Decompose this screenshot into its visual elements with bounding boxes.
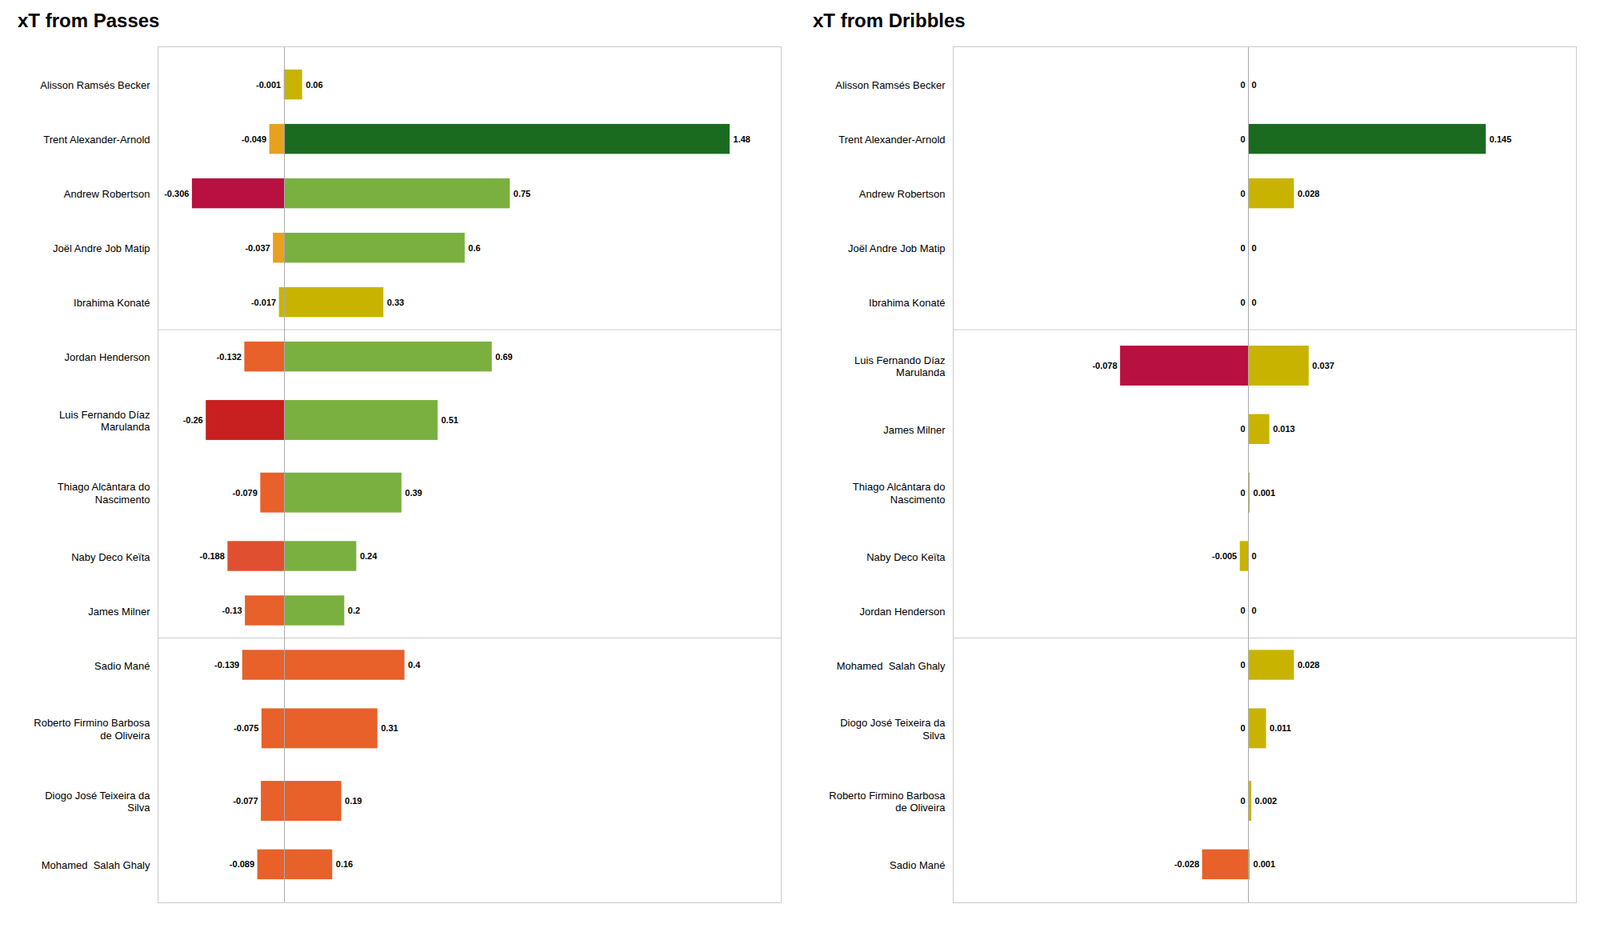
svg-text:0.33: 0.33 bbox=[387, 297, 404, 308]
svg-text:Alisson Ramsés Becker: Alisson Ramsés Becker bbox=[835, 79, 946, 92]
svg-text:-0.079: -0.079 bbox=[232, 488, 258, 498]
svg-text:-0.26: -0.26 bbox=[183, 415, 204, 425]
svg-text:-0.049: -0.049 bbox=[241, 134, 267, 144]
svg-text:Thiago Alcântara doNascimento: Thiago Alcântara doNascimento bbox=[852, 480, 946, 506]
svg-text:0: 0 bbox=[1240, 605, 1245, 616]
svg-text:Andrew Robertson: Andrew Robertson bbox=[64, 188, 151, 200]
svg-text:0.145: 0.145 bbox=[1489, 134, 1512, 144]
svg-text:0.037: 0.037 bbox=[1312, 360, 1335, 371]
svg-text:Mohamed Salah Ghaly: Mohamed Salah Ghaly bbox=[836, 660, 946, 672]
svg-text:-0.075: -0.075 bbox=[233, 723, 259, 733]
svg-text:0.39: 0.39 bbox=[404, 488, 422, 498]
svg-text:Andrew Robertson: Andrew Robertson bbox=[859, 188, 946, 200]
svg-text:James Milner: James Milner bbox=[883, 424, 946, 436]
svg-text:Ibrahima Konaté: Ibrahima Konaté bbox=[73, 296, 150, 309]
svg-text:Diogo José Teixeira daSilva: Diogo José Teixeira daSilva bbox=[840, 716, 946, 742]
svg-text:0.69: 0.69 bbox=[495, 352, 512, 362]
svg-text:0.24: 0.24 bbox=[360, 551, 378, 561]
svg-text:Luis Fernando DíazMarulanda: Luis Fernando DíazMarulanda bbox=[59, 408, 151, 434]
html-text:xT from Passes: xT from Passes bbox=[17, 9, 160, 32]
svg-text:0.75: 0.75 bbox=[513, 188, 531, 199]
svg-text:Naby Deco Keïta: Naby Deco Keïta bbox=[71, 551, 151, 564]
svg-text:-0.306: -0.306 bbox=[164, 188, 189, 199]
svg-text:0: 0 bbox=[1252, 297, 1257, 308]
svg-text:0: 0 bbox=[1240, 488, 1245, 498]
svg-text:Trent Alexander-Arnold: Trent Alexander-Arnold bbox=[838, 133, 945, 146]
svg-text:-0.13: -0.13 bbox=[222, 605, 243, 616]
svg-text:0.001: 0.001 bbox=[1253, 859, 1276, 869]
svg-text:0: 0 bbox=[1240, 297, 1245, 308]
svg-text:0: 0 bbox=[1240, 188, 1245, 199]
svg-text:0: 0 bbox=[1240, 660, 1245, 670]
svg-text:Thiago Alcântara doNascimento: Thiago Alcântara doNascimento bbox=[57, 480, 151, 506]
svg-text:Roberto Firmino Barbosade Oliv: Roberto Firmino Barbosade Oliveira bbox=[828, 789, 946, 815]
svg-text:0.51: 0.51 bbox=[440, 415, 458, 425]
svg-text:0.028: 0.028 bbox=[1297, 188, 1320, 199]
svg-text:Mohamed Salah Ghaly: Mohamed Salah Ghaly bbox=[41, 859, 151, 872]
svg-text:0: 0 bbox=[1240, 243, 1245, 253]
svg-text:0.4: 0.4 bbox=[408, 660, 421, 670]
svg-text:0.2: 0.2 bbox=[348, 605, 360, 616]
svg-text:0.06: 0.06 bbox=[305, 80, 323, 90]
svg-text:0.011: 0.011 bbox=[1269, 723, 1292, 733]
svg-text:0.16: 0.16 bbox=[336, 859, 353, 869]
svg-text:Roberto Firmino Barbosade Oliv: Roberto Firmino Barbosade Oliveira bbox=[33, 716, 151, 742]
svg-text:-0.077: -0.077 bbox=[232, 796, 258, 806]
svg-text:0: 0 bbox=[1252, 551, 1257, 561]
svg-text:Sadio Mané: Sadio Mané bbox=[94, 660, 150, 672]
svg-text:0.028: 0.028 bbox=[1297, 660, 1320, 670]
svg-text:0: 0 bbox=[1252, 605, 1257, 616]
svg-text:0: 0 bbox=[1240, 796, 1245, 806]
svg-text:Sadio Mané: Sadio Mané bbox=[889, 859, 945, 872]
svg-text:-0.017: -0.017 bbox=[251, 297, 276, 308]
svg-text:Luis Fernando DíazMarulanda: Luis Fernando DíazMarulanda bbox=[854, 354, 946, 380]
svg-text:0.002: 0.002 bbox=[1255, 796, 1278, 806]
svg-text:Diogo José Teixeira daSilva: Diogo José Teixeira daSilva bbox=[44, 789, 151, 815]
svg-text:-0.005: -0.005 bbox=[1212, 551, 1237, 561]
svg-text:Ibrahima Konaté: Ibrahima Konaté bbox=[868, 296, 945, 309]
svg-text:-0.037: -0.037 bbox=[244, 243, 270, 253]
svg-text:1.48: 1.48 bbox=[733, 134, 751, 144]
svg-text:0: 0 bbox=[1252, 80, 1257, 90]
svg-text:-0.028: -0.028 bbox=[1174, 859, 1200, 869]
svg-text:-0.078: -0.078 bbox=[1092, 360, 1117, 371]
svg-text:0.001: 0.001 bbox=[1253, 488, 1276, 498]
svg-text:0: 0 bbox=[1240, 723, 1245, 733]
svg-text:-0.089: -0.089 bbox=[229, 859, 255, 869]
svg-text:-0.001: -0.001 bbox=[256, 80, 281, 90]
svg-text:Jordan Henderson: Jordan Henderson bbox=[64, 351, 151, 364]
svg-text:0.31: 0.31 bbox=[380, 723, 398, 733]
svg-text:0.013: 0.013 bbox=[1272, 424, 1296, 434]
svg-text:0: 0 bbox=[1252, 243, 1257, 253]
svg-text:-0.139: -0.139 bbox=[214, 660, 240, 670]
svg-text:James Milner: James Milner bbox=[88, 605, 151, 618]
html-text:xT from Dribbles: xT from Dribbles bbox=[812, 9, 966, 32]
svg-text:0.6: 0.6 bbox=[468, 243, 480, 253]
svg-text:-0.132: -0.132 bbox=[216, 352, 242, 362]
svg-text:Alisson Ramsés Becker: Alisson Ramsés Becker bbox=[40, 79, 151, 92]
svg-text:Joël Andre Job Matip: Joël Andre Job Matip bbox=[52, 242, 150, 255]
svg-text:0: 0 bbox=[1240, 424, 1245, 434]
svg-text:0.19: 0.19 bbox=[344, 796, 362, 806]
svg-text:Trent Alexander-Arnold: Trent Alexander-Arnold bbox=[43, 133, 150, 146]
svg-text:-0.188: -0.188 bbox=[200, 551, 225, 561]
svg-text:Naby Deco Keïta: Naby Deco Keïta bbox=[866, 551, 946, 564]
svg-text:0: 0 bbox=[1240, 134, 1245, 144]
svg-text:Joël Andre Job Matip: Joël Andre Job Matip bbox=[848, 242, 945, 255]
svg-text:Jordan Henderson: Jordan Henderson bbox=[860, 605, 946, 618]
svg-text:0: 0 bbox=[1240, 80, 1245, 90]
